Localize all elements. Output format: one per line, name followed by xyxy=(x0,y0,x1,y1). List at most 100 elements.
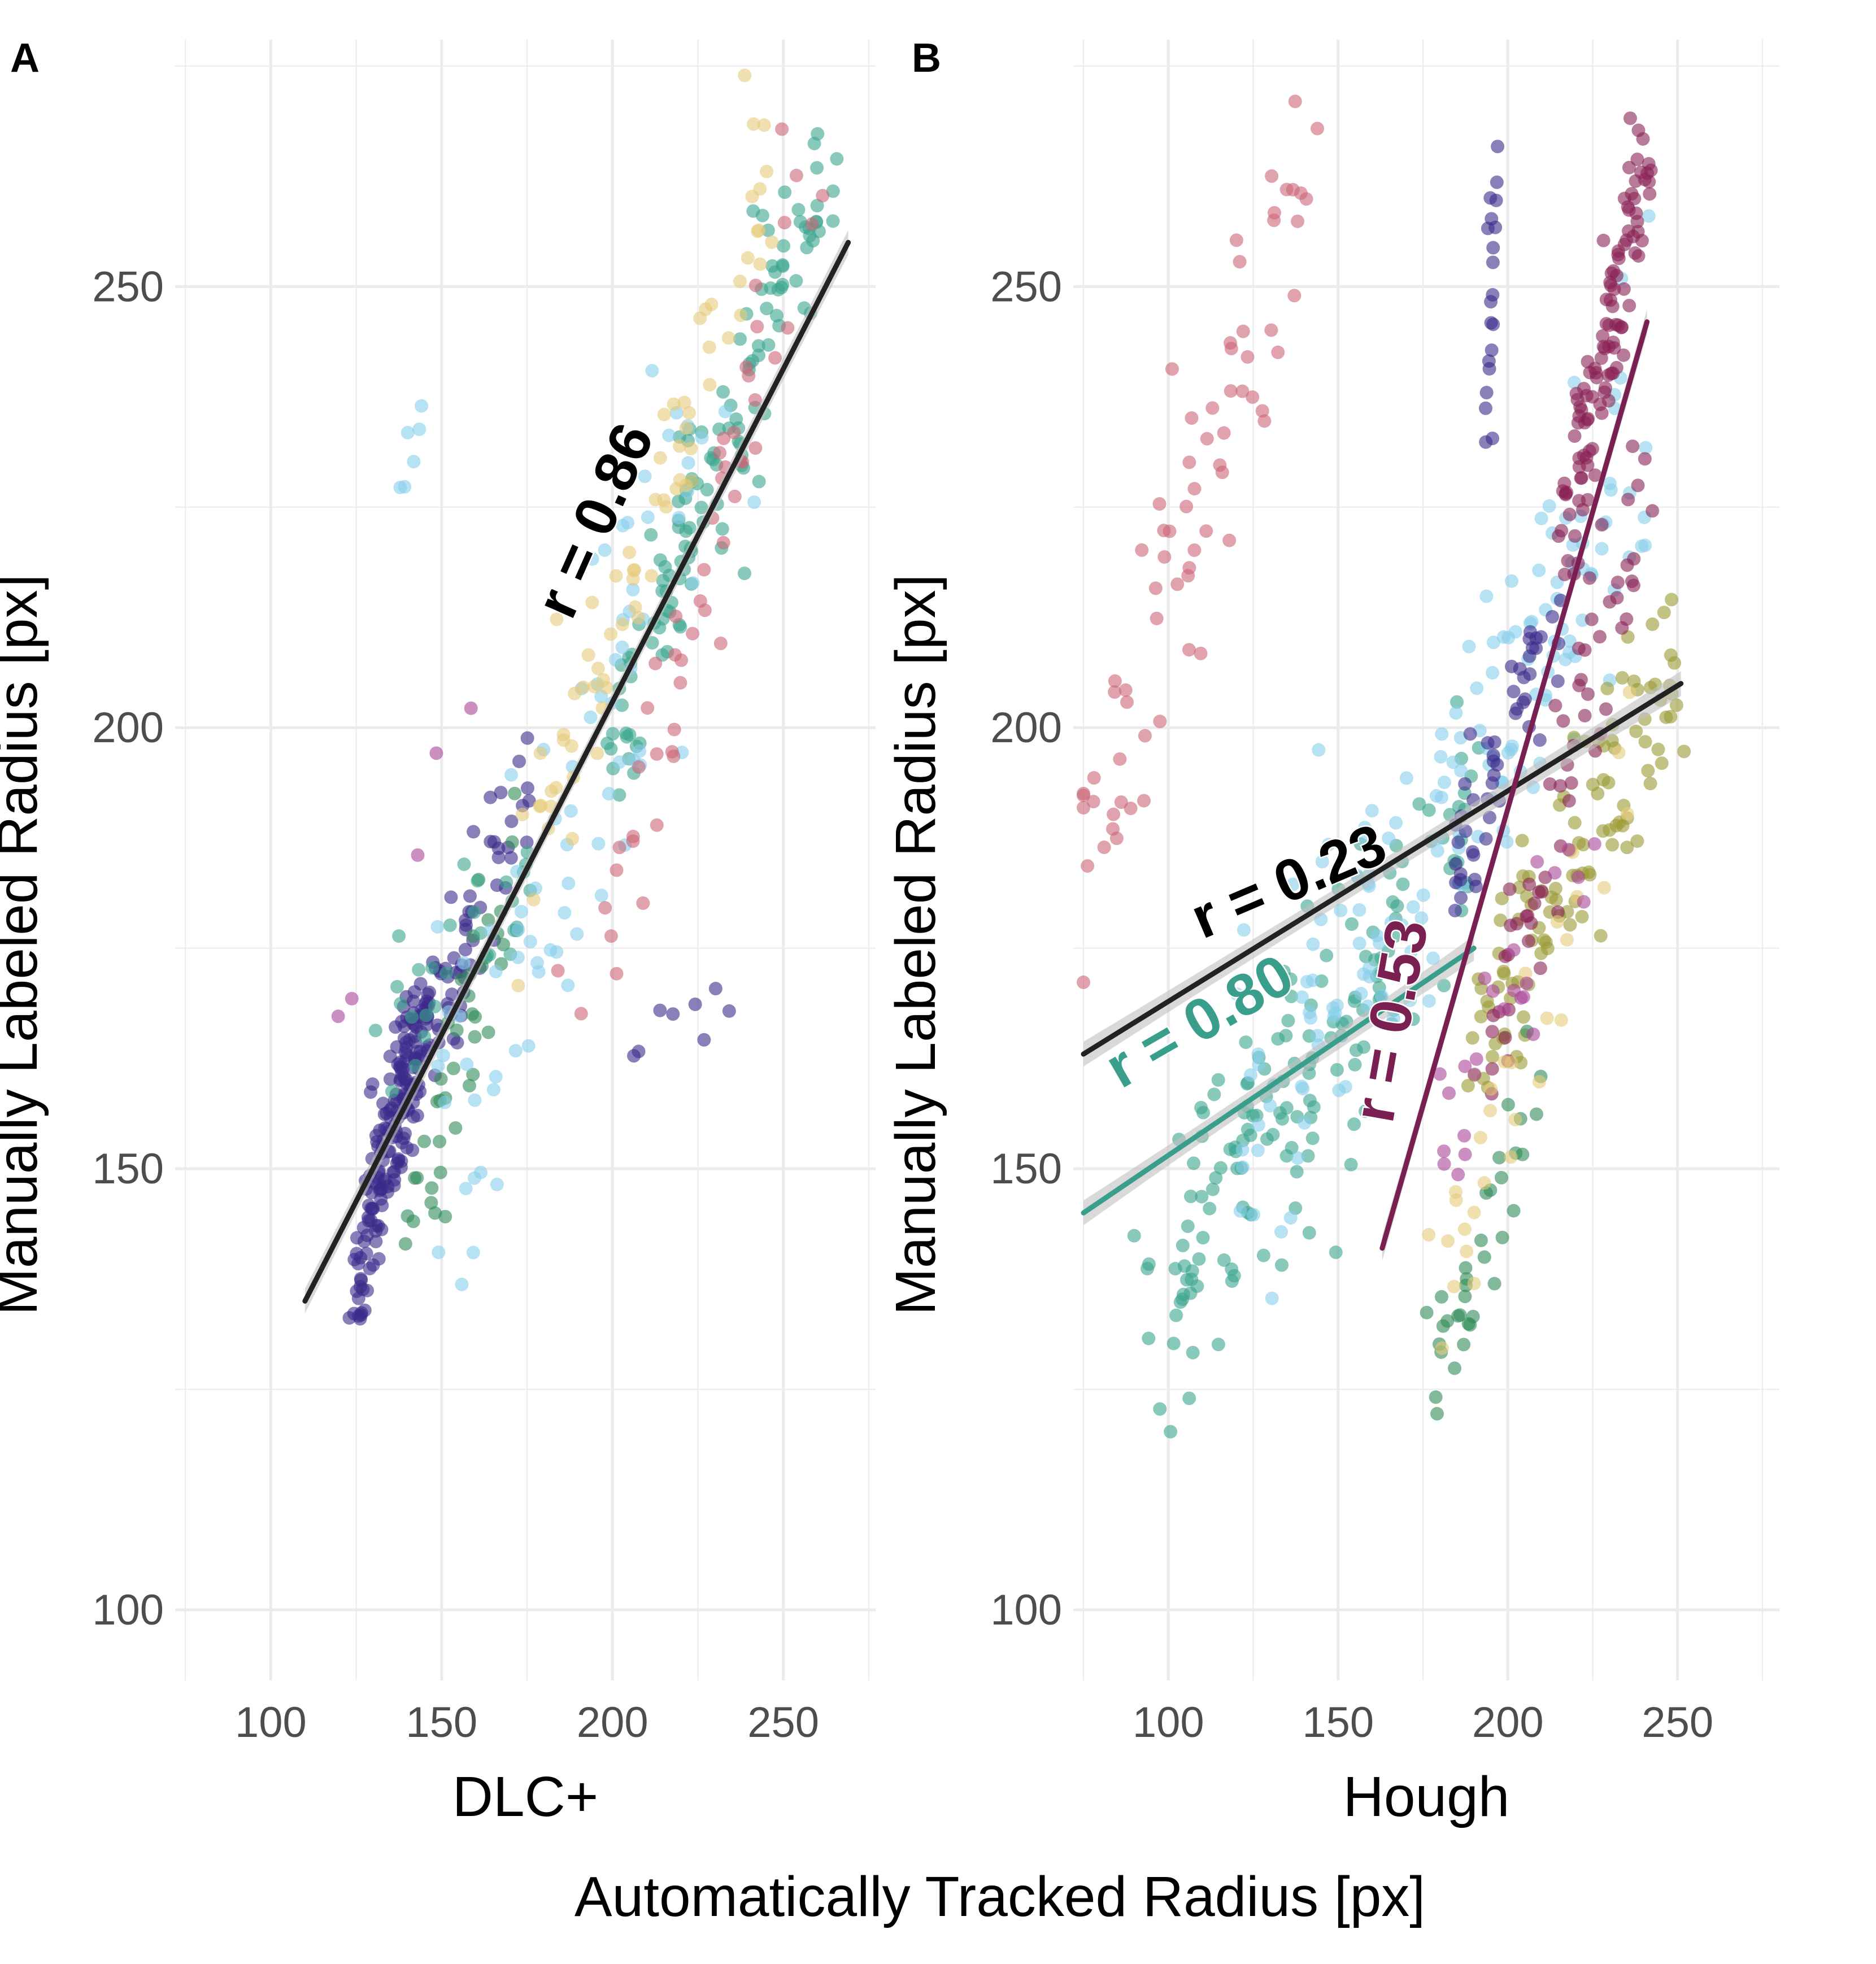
data-point xyxy=(1600,681,1614,695)
data-point xyxy=(1593,397,1607,411)
data-point xyxy=(1426,951,1440,965)
data-point xyxy=(412,423,426,437)
data-point xyxy=(520,781,534,795)
data-point xyxy=(397,1070,411,1085)
data-point xyxy=(1597,881,1611,895)
data-point xyxy=(672,511,686,525)
data-point xyxy=(1588,468,1602,482)
data-point xyxy=(616,519,630,533)
data-point xyxy=(1434,750,1448,764)
data-point xyxy=(811,127,825,141)
data-point xyxy=(1467,1277,1481,1291)
data-point xyxy=(424,1196,438,1210)
data-point xyxy=(1283,1210,1298,1225)
data-point xyxy=(1623,111,1637,125)
data-point xyxy=(1370,929,1384,943)
data-point xyxy=(666,1007,680,1021)
data-point xyxy=(455,1277,469,1291)
data-point xyxy=(1187,1156,1201,1170)
data-point xyxy=(1486,635,1500,650)
data-point xyxy=(677,395,691,410)
data-point xyxy=(1458,1147,1472,1161)
data-point xyxy=(1504,1150,1518,1164)
data-point xyxy=(1595,542,1609,556)
data-point xyxy=(1503,882,1517,896)
data-point xyxy=(1334,903,1348,917)
data-point xyxy=(550,945,564,959)
data-point xyxy=(1548,866,1562,880)
data-point xyxy=(1209,1171,1223,1185)
data-point xyxy=(1504,574,1518,588)
data-point xyxy=(771,282,785,297)
data-point xyxy=(1495,891,1509,905)
data-point xyxy=(1469,879,1483,894)
data-point xyxy=(1488,1037,1503,1051)
data-point xyxy=(1179,499,1194,513)
data-point xyxy=(1108,674,1122,688)
data-point xyxy=(1274,1225,1289,1239)
data-point xyxy=(534,799,548,813)
data-point xyxy=(1482,362,1496,376)
data-point xyxy=(1453,1308,1467,1322)
data-point xyxy=(1559,652,1573,667)
data-point xyxy=(1251,1047,1265,1061)
data-point xyxy=(497,938,511,952)
data-point xyxy=(1551,905,1565,919)
data-point xyxy=(716,385,730,399)
data-point xyxy=(751,349,765,363)
data-point xyxy=(1560,933,1574,947)
data-point xyxy=(1626,439,1640,454)
data-point xyxy=(1169,1308,1183,1322)
data-point xyxy=(1183,1286,1198,1300)
data-point xyxy=(697,563,711,577)
data-point xyxy=(363,1261,377,1275)
data-point xyxy=(1485,1062,1499,1076)
data-point xyxy=(433,1134,447,1148)
data-point xyxy=(491,841,506,855)
data-point xyxy=(1113,752,1127,766)
data-point xyxy=(450,1035,464,1050)
data-point xyxy=(658,560,672,574)
data-point xyxy=(1440,1314,1455,1328)
data-point xyxy=(1548,699,1562,713)
data-point xyxy=(806,234,820,248)
x-tick-label: 100 xyxy=(1133,1699,1204,1747)
data-point xyxy=(364,1213,378,1227)
data-point xyxy=(1546,609,1560,624)
data-point xyxy=(550,612,564,626)
data-point xyxy=(769,308,784,323)
data-point xyxy=(520,835,534,850)
data-point xyxy=(1577,895,1591,909)
x-tick-label: 250 xyxy=(1642,1699,1713,1747)
y-tick-label: 200 xyxy=(92,704,164,752)
data-point xyxy=(597,673,611,687)
data-point xyxy=(1488,220,1503,234)
data-point xyxy=(1646,617,1660,632)
data-point xyxy=(1574,673,1588,687)
data-point xyxy=(1553,779,1568,793)
data-point xyxy=(1614,320,1629,334)
data-point xyxy=(727,425,741,439)
data-point xyxy=(1504,918,1518,933)
data-point xyxy=(1195,1190,1209,1204)
data-point xyxy=(1227,1269,1241,1283)
data-point xyxy=(564,739,578,753)
data-point xyxy=(505,835,519,849)
data-point xyxy=(1598,385,1612,399)
data-point xyxy=(565,831,580,846)
data-point xyxy=(1274,1258,1289,1272)
data-point xyxy=(1107,807,1121,821)
data-point xyxy=(1631,249,1646,263)
y-tick-label: 200 xyxy=(990,704,1062,752)
data-point xyxy=(1344,1157,1358,1172)
data-point xyxy=(1430,844,1444,858)
panel-a-tag: A xyxy=(10,36,40,81)
data-point xyxy=(1507,685,1521,699)
data-point xyxy=(1534,511,1548,525)
data-point xyxy=(1404,944,1418,959)
data-point xyxy=(669,482,684,496)
data-point xyxy=(1458,1059,1472,1073)
data-point xyxy=(776,258,790,272)
data-point xyxy=(383,1050,397,1064)
